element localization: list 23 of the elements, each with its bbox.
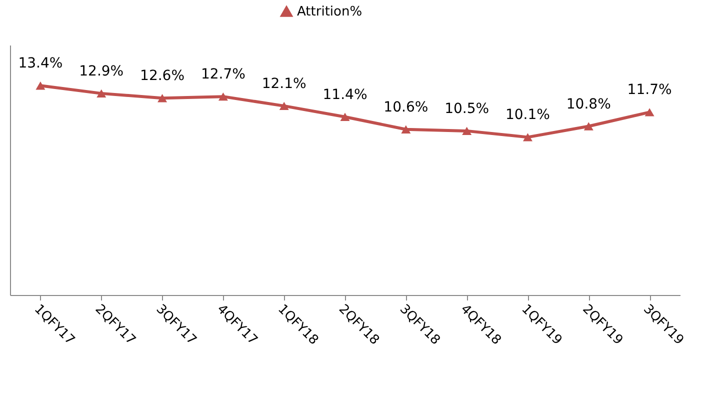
data-label: 12.9%	[79, 63, 124, 80]
data-label: 12.1%	[262, 76, 306, 92]
data-label: 10.1%	[505, 107, 550, 124]
data-label: 12.7%	[200, 66, 246, 83]
point	[36, 82, 46, 90]
data-label: 13.4%	[18, 56, 63, 72]
legend-label: Attrition%	[297, 4, 362, 20]
data-label: 10.5%	[444, 100, 490, 117]
point	[96, 89, 106, 98]
point	[462, 126, 472, 136]
data-label: 11.4%	[322, 86, 368, 103]
data-label: 11.7%	[627, 82, 672, 98]
point	[401, 125, 411, 134]
point	[584, 122, 594, 130]
point	[522, 133, 532, 142]
point	[644, 108, 654, 116]
point	[158, 94, 168, 102]
point	[340, 112, 350, 121]
data-label: 10.6%	[384, 99, 428, 116]
point	[279, 102, 289, 110]
data-label: 12.6%	[140, 68, 185, 84]
data-label: 10.8%	[566, 96, 611, 112]
point	[218, 92, 228, 101]
